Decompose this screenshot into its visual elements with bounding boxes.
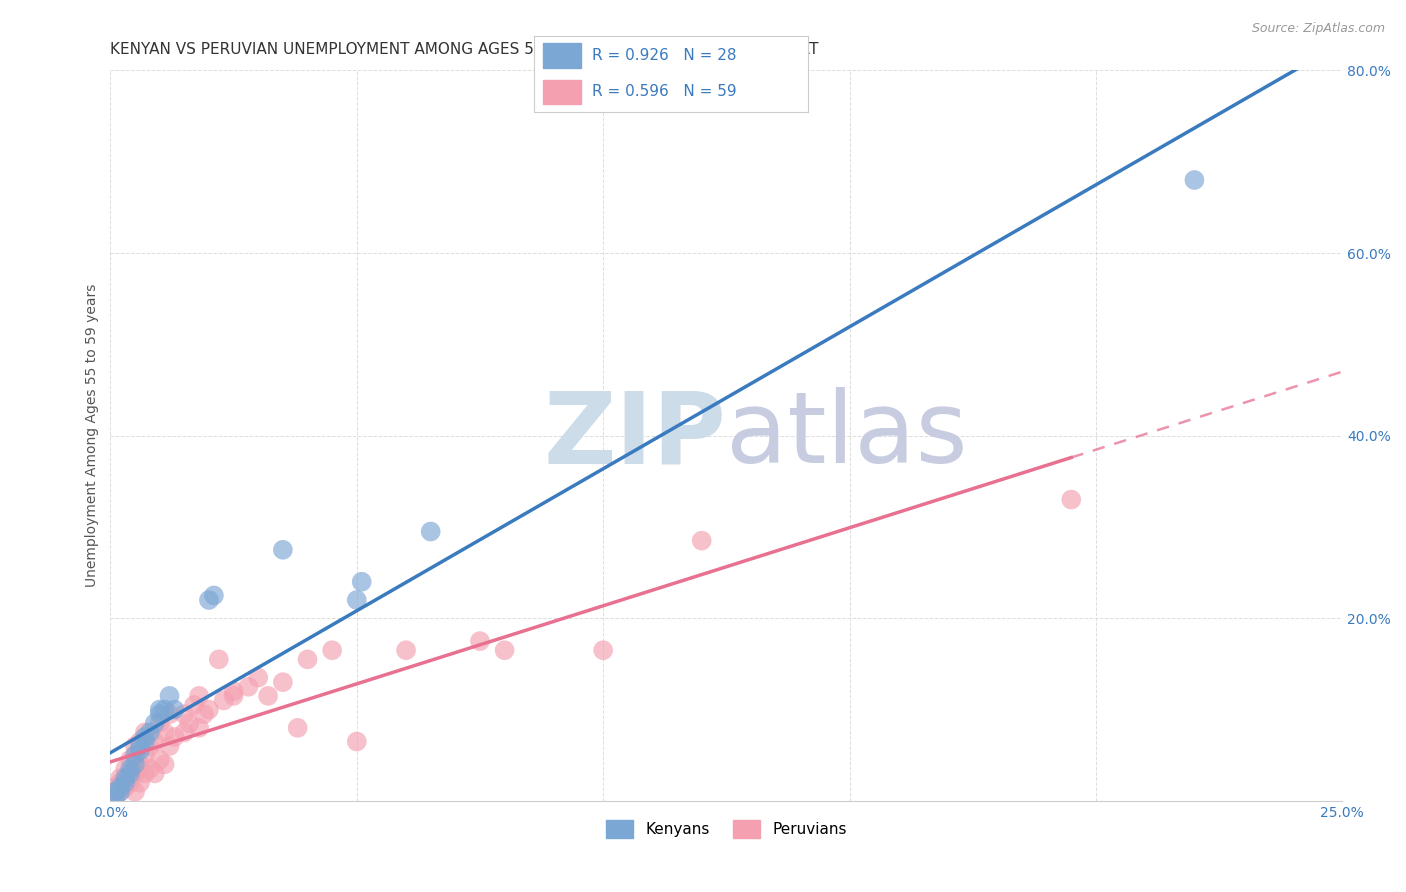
Point xyxy=(114,771,136,785)
Point xyxy=(110,785,132,799)
Point xyxy=(198,702,221,716)
Point xyxy=(110,771,132,785)
Point xyxy=(129,757,152,772)
Point xyxy=(468,634,491,648)
Point xyxy=(143,734,166,748)
Point xyxy=(271,542,294,557)
Point xyxy=(188,721,211,735)
Point xyxy=(153,725,176,739)
Point xyxy=(139,725,162,739)
Point xyxy=(247,671,270,685)
Point xyxy=(159,707,181,722)
Point xyxy=(124,766,146,780)
Point xyxy=(114,780,136,794)
Point xyxy=(120,766,142,780)
Text: KENYAN VS PERUVIAN UNEMPLOYMENT AMONG AGES 55 TO 59 YEARS CORRELATION CHART: KENYAN VS PERUVIAN UNEMPLOYMENT AMONG AG… xyxy=(111,42,818,57)
Point xyxy=(173,707,195,722)
Point xyxy=(153,702,176,716)
Point xyxy=(114,771,136,785)
Point xyxy=(110,780,132,794)
Point xyxy=(222,684,245,698)
Point xyxy=(188,689,211,703)
Point xyxy=(134,766,156,780)
Point xyxy=(129,744,152,758)
Point xyxy=(208,652,231,666)
Point xyxy=(104,785,127,799)
Point xyxy=(104,789,127,804)
Point xyxy=(198,593,221,607)
Point xyxy=(104,780,127,794)
Point xyxy=(139,739,162,753)
Point xyxy=(110,775,132,789)
Point xyxy=(159,689,181,703)
Point xyxy=(287,721,309,735)
Point xyxy=(120,766,142,780)
Text: ZIP: ZIP xyxy=(544,387,727,484)
Point xyxy=(149,702,172,716)
Text: R = 0.926   N = 28: R = 0.926 N = 28 xyxy=(592,48,737,63)
Bar xyxy=(543,79,581,104)
Point xyxy=(124,785,146,799)
Point xyxy=(124,748,146,763)
Point xyxy=(120,775,142,789)
Y-axis label: Unemployment Among Ages 55 to 59 years: Unemployment Among Ages 55 to 59 years xyxy=(86,284,100,587)
Point xyxy=(202,589,225,603)
Point xyxy=(163,702,186,716)
Point xyxy=(153,757,176,772)
Point xyxy=(124,739,146,753)
Point xyxy=(592,643,614,657)
Point xyxy=(149,753,172,767)
Point xyxy=(193,707,215,722)
Point xyxy=(238,680,260,694)
Point xyxy=(143,766,166,780)
Point xyxy=(271,675,294,690)
Point xyxy=(494,643,516,657)
Point xyxy=(346,593,368,607)
Point xyxy=(297,652,319,666)
Point xyxy=(1184,173,1206,187)
Point xyxy=(143,716,166,731)
Point xyxy=(350,574,373,589)
Point xyxy=(134,734,156,748)
Point xyxy=(159,739,181,753)
Point xyxy=(134,730,156,744)
Point xyxy=(134,748,156,763)
Point xyxy=(173,725,195,739)
Point xyxy=(1060,492,1083,507)
Point xyxy=(395,643,418,657)
Point xyxy=(139,762,162,776)
Point xyxy=(124,757,146,772)
Point xyxy=(114,775,136,789)
Text: R = 0.596   N = 59: R = 0.596 N = 59 xyxy=(592,84,737,99)
Point xyxy=(690,533,713,548)
Point xyxy=(163,730,186,744)
Point xyxy=(149,716,172,731)
Point xyxy=(120,753,142,767)
Point xyxy=(114,762,136,776)
Point xyxy=(346,734,368,748)
Point xyxy=(129,739,152,753)
Text: atlas: atlas xyxy=(727,387,967,484)
Point xyxy=(134,725,156,739)
Point xyxy=(183,698,205,712)
Point xyxy=(110,785,132,799)
Point xyxy=(129,734,152,748)
Point xyxy=(321,643,343,657)
Bar xyxy=(543,44,581,68)
Legend: Kenyans, Peruvians: Kenyans, Peruvians xyxy=(599,814,853,845)
Point xyxy=(419,524,441,539)
Point xyxy=(222,689,245,703)
Point xyxy=(257,689,280,703)
Point xyxy=(124,748,146,763)
Point xyxy=(179,716,201,731)
Point xyxy=(104,789,127,804)
Point xyxy=(120,762,142,776)
Point xyxy=(104,785,127,799)
Text: Source: ZipAtlas.com: Source: ZipAtlas.com xyxy=(1251,22,1385,36)
Point xyxy=(212,693,235,707)
Point xyxy=(149,707,172,722)
Point xyxy=(129,775,152,789)
